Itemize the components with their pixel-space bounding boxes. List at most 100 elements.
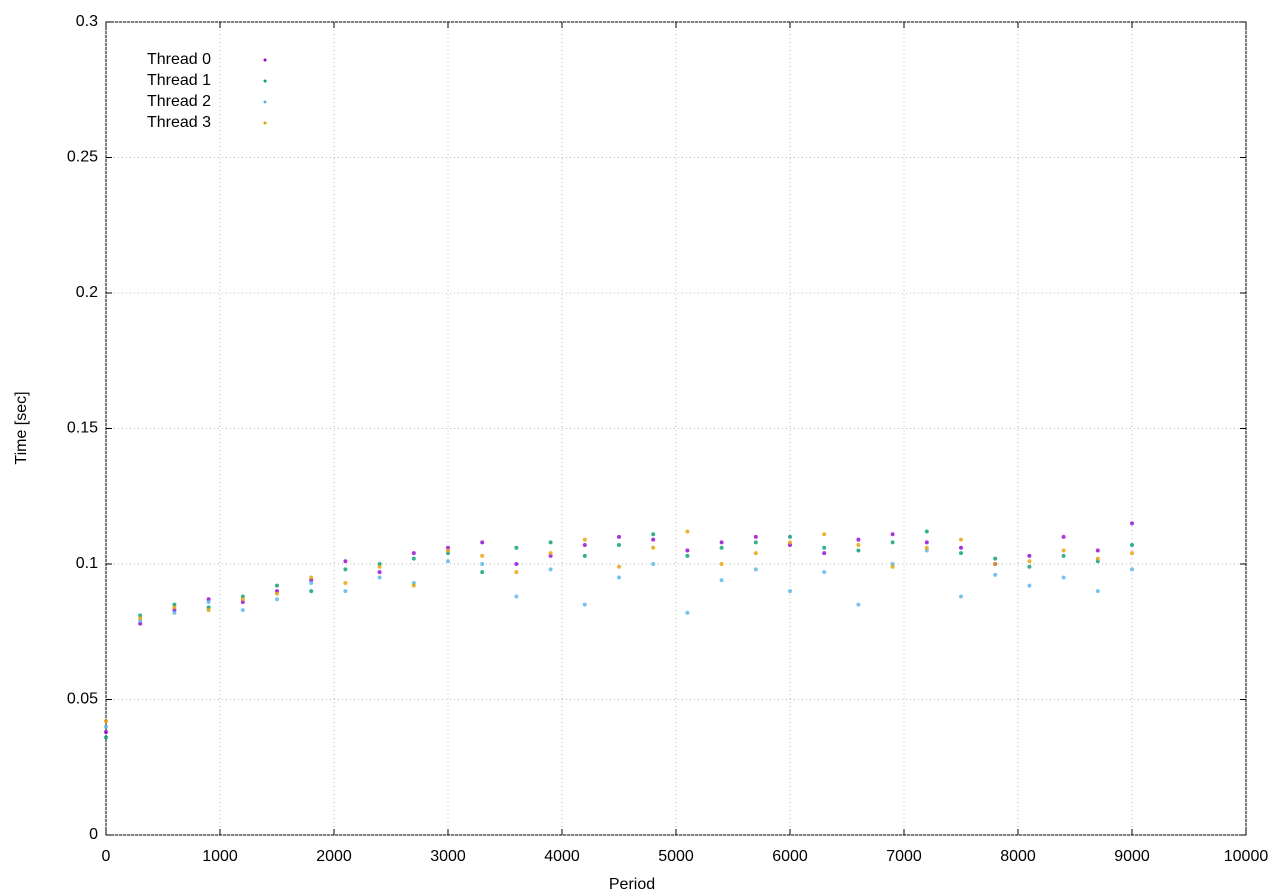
point xyxy=(651,562,656,566)
point xyxy=(411,551,416,556)
point xyxy=(240,597,245,602)
point xyxy=(1130,567,1134,572)
point xyxy=(719,578,724,583)
point xyxy=(856,602,861,607)
point xyxy=(446,559,450,564)
point xyxy=(377,564,382,569)
point xyxy=(206,608,211,613)
point xyxy=(548,551,553,556)
point xyxy=(548,540,553,545)
point xyxy=(1130,543,1134,548)
point xyxy=(1027,559,1032,564)
legend-marker xyxy=(263,100,267,104)
point xyxy=(856,537,861,542)
point xyxy=(514,594,519,599)
point xyxy=(685,548,690,553)
y-tick-label: 0.2 xyxy=(76,284,98,301)
legend-label: Thread 0 xyxy=(147,51,211,68)
point xyxy=(377,575,382,580)
point xyxy=(138,616,143,621)
point xyxy=(753,551,758,556)
point xyxy=(480,553,485,558)
point xyxy=(993,562,998,566)
point xyxy=(822,545,827,550)
point xyxy=(240,608,245,613)
point xyxy=(924,529,929,534)
y-tick-label: 0.3 xyxy=(76,13,98,30)
y-tick-label: 0.1 xyxy=(76,555,98,572)
point xyxy=(309,589,314,594)
point xyxy=(719,540,724,545)
point xyxy=(617,543,621,548)
point xyxy=(172,605,177,610)
point xyxy=(1027,564,1032,569)
x-axis-label: Period xyxy=(609,876,655,893)
point xyxy=(275,597,279,602)
point xyxy=(343,589,348,594)
point xyxy=(719,562,724,566)
point xyxy=(1061,548,1066,553)
point xyxy=(753,534,758,539)
point xyxy=(480,540,485,545)
point xyxy=(206,599,211,604)
point xyxy=(1130,521,1134,526)
point xyxy=(446,548,450,553)
point xyxy=(377,570,382,575)
point xyxy=(617,575,621,580)
x-tick-label: 1000 xyxy=(202,848,238,865)
point xyxy=(959,537,963,542)
x-tick-label: 6000 xyxy=(772,848,808,865)
point xyxy=(822,551,827,556)
point xyxy=(548,567,553,572)
point xyxy=(514,562,519,566)
point xyxy=(1095,556,1100,561)
legend-label: Thread 1 xyxy=(147,72,211,89)
point xyxy=(651,532,656,537)
point xyxy=(788,534,792,539)
point xyxy=(582,553,587,558)
point xyxy=(890,564,895,569)
y-tick-label: 0.25 xyxy=(67,149,98,166)
point xyxy=(1027,553,1032,558)
point xyxy=(104,719,108,724)
point xyxy=(856,548,861,553)
point xyxy=(753,567,758,572)
point xyxy=(685,553,690,558)
point xyxy=(924,540,929,545)
point xyxy=(1095,589,1100,594)
y-tick-label: 0 xyxy=(89,826,98,843)
x-tick-label: 9000 xyxy=(1114,848,1150,865)
point xyxy=(890,532,895,537)
point xyxy=(959,551,963,556)
point xyxy=(104,724,108,729)
x-tick-label: 2000 xyxy=(316,848,352,865)
point xyxy=(1095,548,1100,553)
point xyxy=(924,545,929,550)
legend-label: Thread 2 xyxy=(147,93,211,110)
point xyxy=(343,567,348,572)
point xyxy=(822,532,827,537)
point xyxy=(753,540,758,545)
point xyxy=(788,540,792,545)
point xyxy=(104,730,108,735)
point xyxy=(309,580,314,585)
point xyxy=(411,583,416,588)
y-axis-label: Time [sec] xyxy=(13,391,30,464)
point xyxy=(275,591,279,596)
point xyxy=(1061,534,1066,539)
legend-label: Thread 3 xyxy=(147,114,211,131)
point xyxy=(343,580,348,585)
point xyxy=(582,543,587,548)
point xyxy=(480,562,485,566)
point xyxy=(993,572,998,577)
point xyxy=(685,529,690,534)
x-tick-label: 7000 xyxy=(886,848,922,865)
legend-marker xyxy=(263,121,267,125)
x-tick-label: 8000 xyxy=(1000,848,1036,865)
point xyxy=(1061,553,1066,558)
point xyxy=(309,575,314,580)
legend-marker xyxy=(263,79,267,83)
point xyxy=(719,545,724,550)
